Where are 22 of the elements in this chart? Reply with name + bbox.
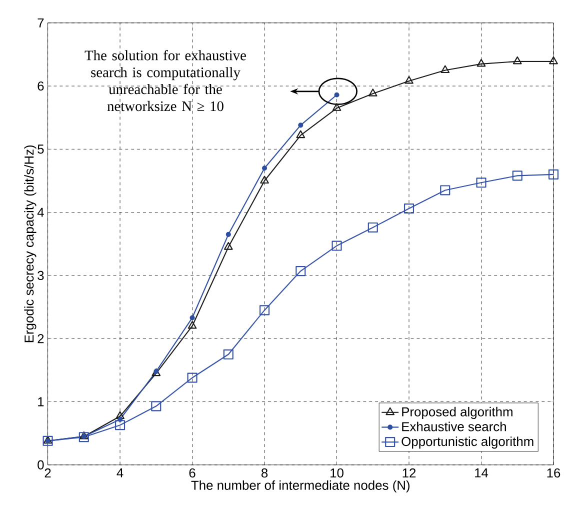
y-tick-label: 1 [38, 397, 44, 406]
annotation: The solution for exhaustive search is computationally unreachable for the networksize N ≥ 10 [84, 50, 246, 112]
y-tick-label: 3 [38, 271, 44, 280]
y-tick-label: 6 [38, 82, 44, 91]
legend-label: Proposed algorithm [402, 407, 512, 420]
x-tick-label: 16 [547, 468, 560, 478]
x-tick-label: 2 [44, 468, 51, 478]
y-tick-label: 5 [38, 144, 44, 154]
x-tick-label: 12 [402, 468, 416, 478]
y-tick-label: 7 [38, 18, 44, 28]
y-axis-title: Ergodic secrecy capacity (bit/s/Hz) [24, 146, 36, 342]
y-tick-label: 0 [38, 460, 44, 470]
y-tick-label: 4 [37, 208, 44, 217]
x-tick-label: 4 [116, 468, 124, 478]
legend-label: Exhaustive search [402, 422, 506, 432]
x-tick-label: 8 [261, 468, 268, 478]
x-axis-title: The number of intermediate nodes (N) [191, 480, 410, 493]
legend-label: Opportunistic algorithm [402, 436, 534, 449]
x-tick-label: 10 [330, 468, 344, 478]
y-tick-label: 2 [38, 334, 44, 344]
x-tick-label: 14 [475, 468, 488, 478]
x-tick-label: 6 [189, 468, 196, 478]
